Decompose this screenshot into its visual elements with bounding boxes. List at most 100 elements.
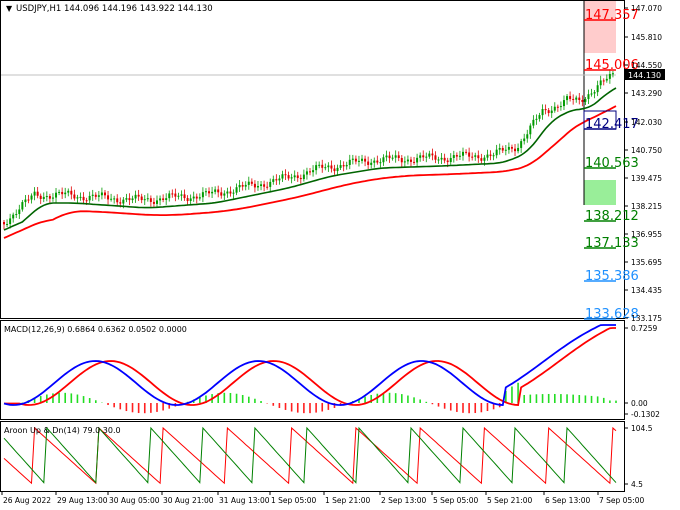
candle-body (547, 110, 550, 114)
time-tick-label: 31 Aug 13:00 (219, 496, 270, 505)
macd-histogram-bar (284, 403, 287, 410)
candle-body (345, 164, 348, 167)
candle-body (125, 198, 128, 200)
candle-body (339, 165, 342, 168)
candle-body (425, 156, 428, 158)
candle-body (201, 192, 204, 198)
level-label: 138.212 (585, 209, 639, 224)
candle-body (370, 162, 373, 165)
macd-histogram-bar (162, 403, 164, 411)
macd-histogram-bar (358, 398, 360, 403)
candle-body (559, 106, 562, 108)
candle-body (58, 191, 61, 193)
macd-histogram-bar (443, 403, 446, 409)
candle-body (156, 200, 158, 204)
candle-body (431, 153, 434, 156)
macd-histogram-bar (199, 397, 201, 403)
macd-histogram-bar (309, 403, 311, 414)
macd-histogram-bar (394, 393, 397, 403)
candle-body (15, 214, 18, 216)
time-tick-label: 29 Aug 13:00 (57, 496, 108, 505)
price-tick-label: 133.175 (631, 314, 662, 323)
candle-body (388, 155, 391, 159)
candle-body (174, 193, 177, 197)
candle-body (403, 161, 406, 163)
candle-body (204, 191, 207, 193)
macd-histogram-bar (95, 400, 97, 403)
candle-body (553, 106, 556, 111)
macd-histogram-bar (119, 403, 122, 410)
candle-body (532, 119, 535, 126)
candle-body (413, 161, 416, 163)
macd-histogram-bar (560, 394, 562, 403)
candle-body (299, 177, 302, 180)
candle-body (214, 189, 217, 192)
candle-body (498, 147, 501, 150)
candle-body (514, 148, 517, 152)
macd-histogram-bar (278, 403, 281, 409)
macd-histogram-bar (602, 397, 605, 403)
macd-axis: 0.7259 0.00 -0.1302 (625, 324, 660, 419)
macd-histogram-bar (609, 400, 611, 403)
candle-body (103, 192, 106, 196)
macd-histogram-bar (205, 395, 207, 403)
candle-body (373, 160, 376, 163)
candle-body (287, 175, 290, 179)
macd-histogram-bar (523, 394, 525, 403)
candle-body (42, 196, 45, 199)
candle-body (247, 181, 250, 185)
candle-body (611, 73, 614, 75)
candle-body (189, 198, 192, 202)
candle-body (507, 146, 510, 150)
macd-histogram-bar (596, 396, 599, 403)
macd-histogram-bar (370, 394, 372, 403)
candle-body (30, 195, 33, 200)
macd-histogram-bar (590, 395, 593, 403)
candle-body (229, 191, 232, 194)
candle-body (422, 155, 425, 158)
macd-histogram-bar (303, 403, 305, 414)
candle-body (263, 184, 266, 187)
candle-body (119, 202, 122, 204)
macd-frame (0, 320, 625, 420)
aroon-frame (0, 421, 625, 492)
candle-body (520, 141, 523, 148)
macd-histogram-bar (272, 403, 275, 406)
time-tick-label: 1 Sep 21:00 (325, 496, 371, 505)
price-tick-label: 142.030 (631, 118, 662, 127)
aroon-axis: 104.5 4.5 (625, 424, 653, 489)
candle-body (315, 165, 318, 171)
candle-body (382, 157, 385, 163)
macd-histogram-bar (535, 394, 538, 403)
candle-body (217, 189, 220, 193)
candle-body (55, 192, 58, 198)
macd-histogram-bar (248, 396, 250, 403)
candle-body (449, 158, 452, 163)
candle-body (397, 155, 400, 158)
candle-body (97, 195, 100, 197)
candle-body (116, 198, 119, 203)
macd-histogram-bar (333, 403, 336, 408)
candle-body (517, 147, 520, 152)
candle-body (131, 198, 134, 201)
candle-body (419, 155, 422, 158)
level-label: 142.417 (585, 117, 639, 132)
candle-body (284, 174, 287, 176)
candle-body (226, 191, 229, 194)
candle-body (3, 222, 5, 225)
candle-body (385, 155, 388, 158)
candle-body (477, 155, 480, 159)
candle-body (27, 199, 30, 201)
candle-body (24, 199, 27, 203)
macd-tick-label: -0.1302 (631, 410, 660, 419)
candle-body (602, 80, 605, 82)
candle-body (73, 194, 76, 199)
candle-body (272, 179, 275, 182)
candle-body (192, 196, 195, 199)
candle-body (143, 199, 146, 201)
macd-histogram-bar (407, 395, 409, 403)
candle-body (70, 190, 73, 195)
candle-body (165, 198, 168, 201)
window-menu-triangle[interactable]: ▼ (6, 4, 13, 13)
